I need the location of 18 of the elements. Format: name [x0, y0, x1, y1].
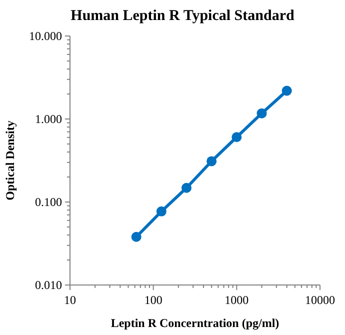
x-tick-label: 10000 — [305, 293, 335, 307]
y-tick-label: 1.000 — [35, 112, 62, 126]
point — [131, 232, 142, 242]
chart-title: Human Leptin R Typical Standard — [70, 8, 295, 24]
point — [282, 86, 292, 96]
y-axis-title: Optical Density — [3, 120, 17, 200]
x-tick-label: 100 — [144, 293, 162, 307]
y-tick-label: 0.010 — [35, 278, 62, 292]
y-tick-label: 0.100 — [35, 195, 62, 209]
x-axis-title: Leptin R Concerntration (pg/ml) — [110, 316, 280, 330]
x-tick-label: 1000 — [224, 293, 249, 307]
x-tick-label: 10 — [64, 293, 76, 307]
point — [206, 156, 217, 166]
point — [181, 182, 192, 193]
point — [232, 132, 242, 142]
y-tick-label: 10.000 — [29, 29, 62, 43]
point — [256, 108, 267, 118]
point — [156, 206, 166, 216]
